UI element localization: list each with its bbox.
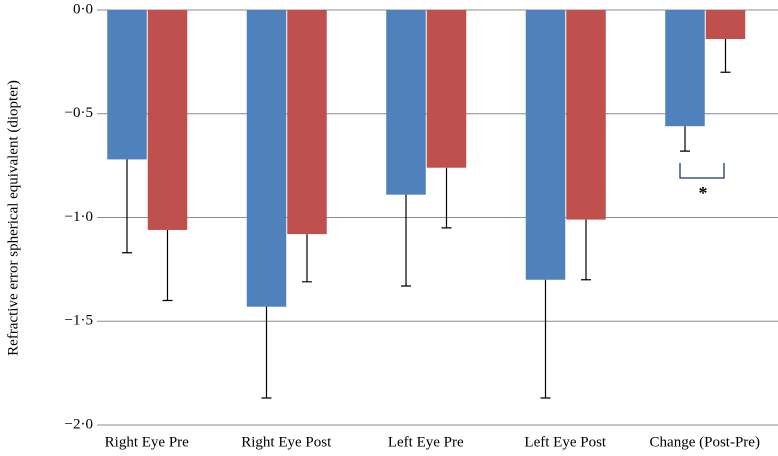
error-bar: [122, 159, 132, 254]
error-bar: [680, 126, 690, 152]
error-bar: [261, 306, 272, 399]
error-bar: [720, 39, 731, 73]
y-tick-label: −1·0: [65, 209, 93, 225]
error-bar: [162, 229, 173, 302]
significance-marker: *: [699, 183, 708, 203]
y-tick-label: −0·5: [65, 105, 93, 121]
y-tick-label: −1·5: [65, 313, 93, 329]
bar: [386, 10, 426, 195]
y-tick-label: 0·0: [73, 1, 93, 17]
bar: [287, 10, 327, 235]
y-axis-label: Refractive error spherical equivalent (d…: [5, 80, 21, 356]
error-bar: [441, 167, 452, 229]
x-tick-label: Left Eye Post: [524, 434, 606, 450]
bar: [426, 10, 467, 168]
error-bar: [302, 234, 312, 283]
bar: [525, 10, 566, 280]
bar: [705, 10, 746, 40]
significance-bracket: [679, 163, 725, 179]
error-bar: [581, 219, 591, 281]
bar: [107, 10, 147, 160]
y-tick-label: −2·0: [65, 416, 93, 432]
bar: [246, 10, 287, 307]
error-bar: [401, 194, 411, 287]
x-tick-label: Right Eye Pre: [105, 434, 189, 450]
bar: [566, 10, 606, 220]
bar: [665, 10, 705, 127]
x-tick-label: Left Eye Pre: [388, 434, 464, 450]
bar: [147, 10, 188, 230]
x-tick-label: Change (Post-Pre): [650, 434, 760, 450]
x-tick-label: Right Eye Post: [241, 434, 332, 450]
error-bar: [540, 279, 551, 399]
